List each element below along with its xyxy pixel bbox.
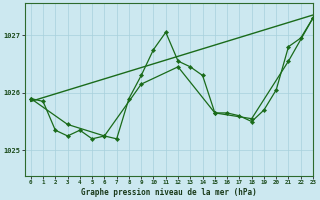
X-axis label: Graphe pression niveau de la mer (hPa): Graphe pression niveau de la mer (hPa): [81, 188, 257, 197]
